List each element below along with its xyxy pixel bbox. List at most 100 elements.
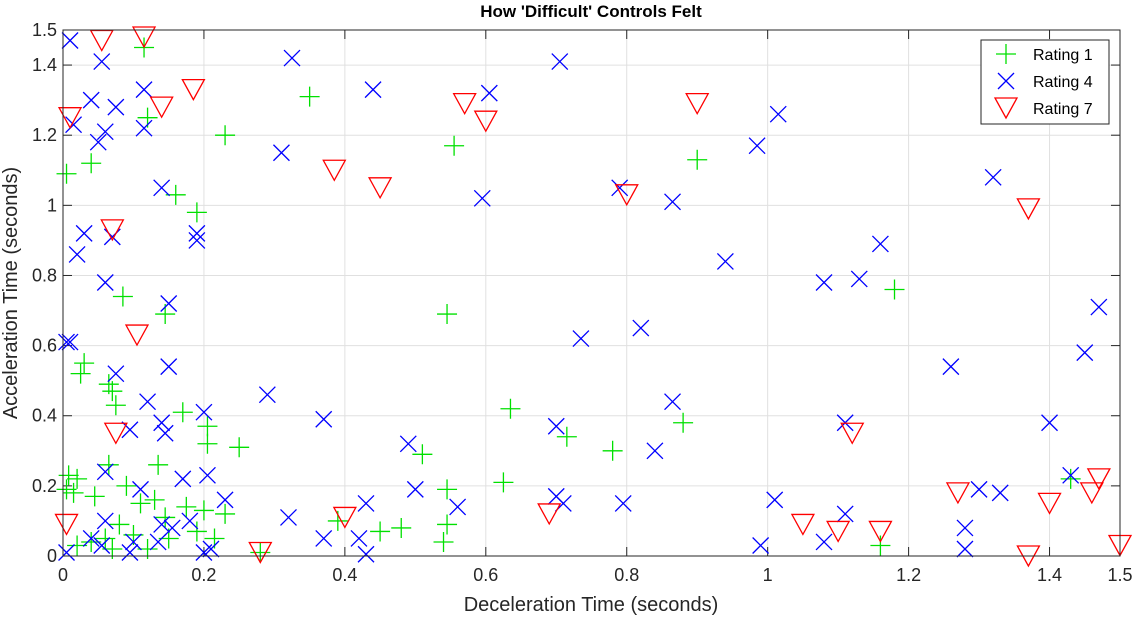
rating-4-point: [96, 123, 114, 141]
rating-7-point: [452, 92, 477, 115]
rating-4-point: [956, 540, 974, 558]
rating-4-point: [956, 519, 974, 537]
x-tick-label: 0.8: [614, 565, 639, 585]
rating-4-point: [815, 533, 833, 551]
rating-4-point: [357, 545, 375, 563]
rating-1-point: [67, 468, 88, 489]
rating-1-point: [884, 279, 905, 300]
legend-marker-rating-1: [996, 44, 1016, 64]
rating-7-point: [149, 96, 174, 119]
rating-4-point: [135, 81, 153, 99]
rating-7-point: [54, 513, 79, 536]
rating-1-point: [687, 149, 708, 170]
rating-4-point: [96, 274, 114, 291]
rating-4-point: [153, 414, 171, 432]
rating-4-point: [1076, 344, 1094, 362]
rating-4-point: [315, 530, 333, 547]
rating-1-point: [437, 479, 458, 500]
rating-1-point: [197, 433, 218, 454]
rating-4-point: [103, 228, 121, 246]
rating-1-point: [176, 496, 197, 517]
rating-4-point: [970, 480, 988, 498]
rating-4-point: [107, 365, 125, 383]
rating-4-point: [58, 544, 75, 561]
rating-1-point: [130, 493, 151, 514]
rating-4-point: [107, 98, 125, 116]
rating-4-point: [93, 53, 111, 71]
rating-4-point: [61, 32, 79, 49]
rating-4-point: [315, 410, 333, 428]
rating-4-point: [766, 491, 784, 509]
rating-4-point: [156, 424, 174, 442]
rating-4-point: [283, 49, 301, 67]
rating-4-point: [96, 463, 114, 481]
rating-4-point: [188, 231, 206, 249]
rating-4-point: [93, 537, 111, 554]
rating-4-point: [153, 515, 171, 533]
rating-7-point: [332, 506, 357, 529]
rating-4-point: [406, 480, 424, 498]
rating-4-point: [216, 491, 234, 509]
legend-label-rating-4: Rating 4: [1033, 74, 1093, 91]
rating-1-point: [116, 475, 137, 496]
rating-7-point: [868, 520, 893, 543]
rating-1-point: [63, 482, 84, 503]
rating-1-point: [84, 486, 105, 507]
rating-4-point: [752, 537, 770, 554]
rating-1-point: [102, 381, 123, 402]
y-tick-label: 0.8: [32, 265, 57, 285]
rating-1-point: [95, 528, 116, 549]
rating-4-point: [149, 533, 167, 551]
legend: Rating 1 Rating 4 Rating 7: [980, 39, 1110, 125]
rating-4-point: [871, 235, 889, 253]
rating-1-point: [172, 402, 193, 423]
rating-4-point: [82, 91, 100, 109]
rating-7-point: [945, 482, 971, 505]
rating-4-point: [547, 417, 565, 435]
y-tick-label: 1.5: [32, 20, 57, 40]
rating-4-point: [836, 505, 854, 523]
rating-1-point: [1060, 468, 1081, 489]
rating-4-point: [68, 245, 86, 263]
rating-4-point: [153, 179, 171, 197]
rating-1-point: [98, 454, 119, 475]
rating-4-point: [181, 512, 199, 530]
rating-1-point: [186, 521, 207, 542]
rating-4-point: [1062, 466, 1080, 484]
rating-1-point: [412, 444, 433, 465]
rating-4-point: [991, 484, 1009, 502]
rating-1-point: [602, 440, 623, 461]
rating-1-point: [105, 395, 126, 416]
y-tick-label: 0.6: [32, 336, 57, 356]
legend-items: Rating 1 Rating 4 Rating 7: [993, 44, 1093, 120]
rating-4-point: [646, 442, 664, 460]
x-tick-label: 0.4: [332, 565, 357, 585]
rating-4-point: [1090, 298, 1108, 316]
rating-1-point: [870, 535, 891, 556]
rating-4-point: [399, 435, 417, 453]
legend-marker-rating-4: [997, 72, 1015, 90]
y-tick-label: 1.4: [32, 55, 57, 75]
rating-1-point: [215, 125, 236, 146]
rating-1-point: [500, 398, 521, 419]
rating-4-point: [815, 274, 833, 291]
rating-1-point: [433, 531, 454, 552]
x-tick-label: 1.2: [896, 565, 921, 585]
rating-7-point: [103, 422, 128, 445]
rating-4-point: [75, 224, 93, 242]
rating-7-point: [57, 107, 83, 130]
rating-1-point: [58, 465, 79, 486]
y-tick-label: 0: [47, 546, 57, 566]
rating-7-point: [124, 324, 150, 347]
x-tick-label: 1: [763, 565, 773, 585]
rating-4-point: [350, 530, 368, 547]
rating-1-point: [112, 286, 133, 307]
rating-7-point: [1037, 492, 1062, 515]
rating-4-point: [664, 393, 681, 411]
rating-4-point: [174, 470, 192, 488]
rating-4-point: [984, 168, 1002, 186]
rating-7-point: [368, 177, 393, 200]
rating-1-point: [229, 437, 250, 458]
rating-7-point: [131, 26, 157, 49]
